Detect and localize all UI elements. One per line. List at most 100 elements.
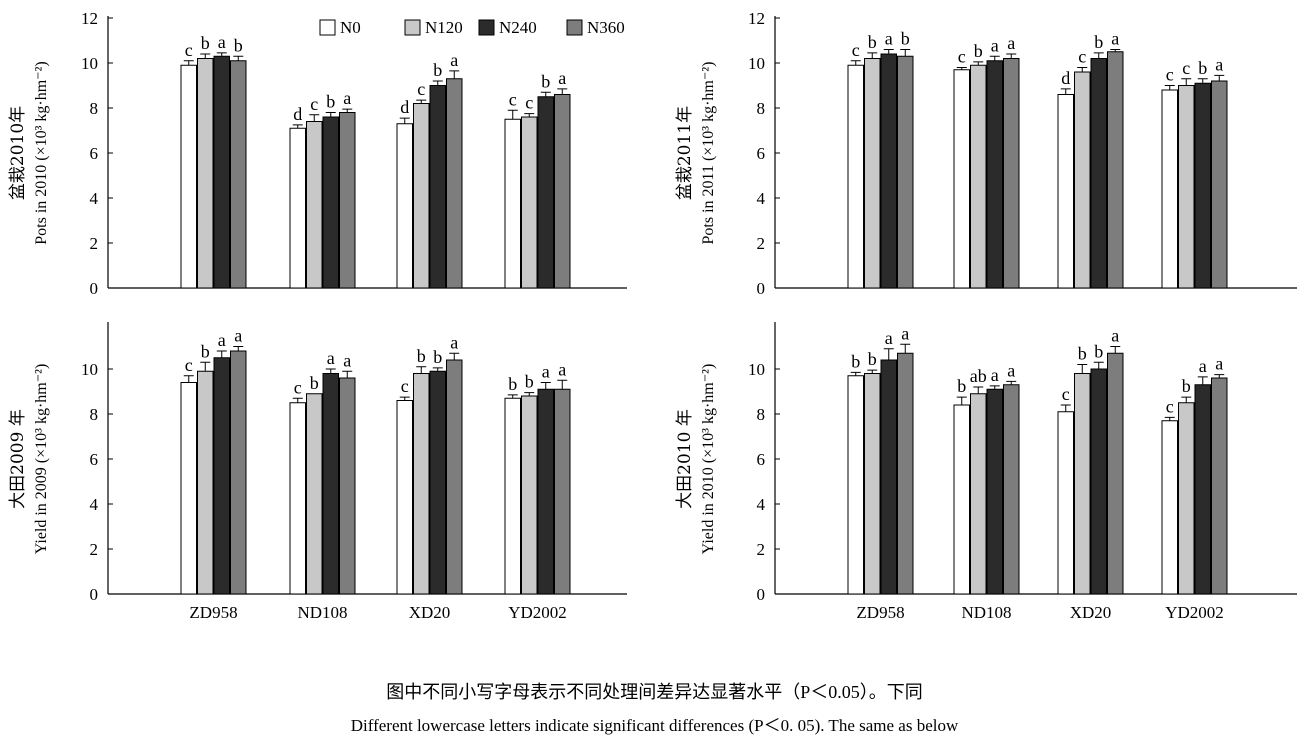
y-tick-label: 0 [90,585,99,604]
significance-letter: b [974,41,983,61]
y-tick-label: 8 [757,405,766,424]
bar-N0-ZD958 [847,64,864,289]
x-tick-label-ND108: ND108 [961,603,1011,622]
bar-N120-XD20 [1074,71,1091,289]
significance-letter: a [1215,354,1223,374]
significance-letter: c [294,377,302,397]
significance-letter: c [185,355,193,375]
significance-letter: a [901,323,909,343]
significance-letter: c [417,79,425,99]
y-axis-label-cn: 大田2009 年 [8,409,28,509]
significance-letter: a [234,326,242,346]
significance-letter: a [1215,54,1223,74]
bar-N240-ZD958 [880,359,897,595]
y-axis-label-cn: 盆栽2010年 [8,106,28,200]
bar-N240-YD2002 [537,388,554,595]
significance-letter: a [450,50,458,70]
significance-letter: b [201,33,210,53]
significance-letter: c [1078,47,1086,67]
y-tick-label: 12 [81,9,98,28]
chart-panel-1: 0 2 4 6 8 10 12 盆栽2010年 Pots in 2010 (×10³ kg·hm… [8,9,627,298]
significance-letter: b [417,346,426,366]
y-tick-label: 6 [757,450,766,469]
y-tick-label: 10 [748,360,765,379]
bar-N240-ND108 [322,116,339,289]
x-tick-label-YD2002: YD2002 [508,603,567,622]
y-tick-label: 4 [757,189,766,208]
y-tick-label: 2 [757,540,766,559]
significance-letter: a [218,330,226,350]
bar-N360-ND108 [339,377,356,595]
significance-letter: b [310,373,319,393]
significance-letter: d [293,104,302,124]
significance-letter: c [401,376,409,396]
bar-N0-YD2002 [504,118,521,289]
y-tick-label: 10 [81,54,98,73]
significance-letter: b [957,376,966,396]
bar-N240-ND108 [986,60,1003,289]
significance-letter: a [343,88,351,108]
x-tick-label-ND108: ND108 [297,603,347,622]
significance-letter: b [234,35,243,55]
bar-N0-ZD958 [180,382,197,595]
x-tick-label-XD20: XD20 [1070,603,1112,622]
y-axis-label-en: Pots in 2011 (×10³ kg·hm⁻²) [700,62,717,245]
significance-letter: ab [970,366,987,386]
legend-label-N0: N0 [340,18,361,37]
significance-letter: b [541,71,550,91]
significance-letter: b [868,32,877,52]
significance-letter: a [450,332,458,352]
y-tick-label: 0 [757,585,766,604]
x-tick-label-YD2002: YD2002 [1165,603,1224,622]
legend-label-N240: N240 [499,18,537,37]
significance-letter: a [542,362,550,382]
legend-label-N360: N360 [587,18,625,37]
bar-N120-ZD958 [864,58,881,289]
legend-label-N120: N120 [425,18,463,37]
significance-letter: b [1094,32,1103,52]
y-tick-label: 2 [757,234,766,253]
significance-letter: b [901,29,910,49]
y-tick-label: 6 [90,450,99,469]
y-tick-label: 10 [748,54,765,73]
x-tick-label-ZD958: ZD958 [856,603,904,622]
bar-N240-XD20 [429,85,446,289]
significance-letter: c [958,47,966,67]
legend-swatch-N240 [478,19,495,36]
significance-letter: a [991,35,999,55]
significance-letter: a [558,68,566,88]
bar-N120-ND108 [306,393,323,595]
bar-N360-ND108 [1003,384,1020,595]
chart-figure: 0 2 4 6 8 10 12 盆栽2010年 Pots in 2010 (×10³ kg·hm… [8,9,1297,622]
y-axis-label-en: Yield in 2009 (×10³ kg·hm⁻²) [33,364,50,555]
bar-N240-ZD958 [880,53,897,289]
significance-letter: a [991,365,999,385]
bar-N360-ZD958 [897,55,914,289]
significance-letter: a [327,348,335,368]
significance-letter: b [851,351,860,371]
bar-N360-XD20 [446,78,463,289]
bar-N120-ND108 [970,393,987,595]
bar-N360-YD2002 [1211,80,1228,289]
significance-letter: c [1182,58,1190,78]
caption-english: Different lowercase letters indicate sig… [350,716,959,735]
y-tick-label: 2 [90,540,99,559]
significance-letter: c [1062,384,1070,404]
y-tick-label: 2 [90,234,99,253]
significance-letter: c [852,40,860,60]
bar-N240-XD20 [429,370,446,595]
legend-swatch-N120 [404,19,421,36]
significance-letter: a [1111,29,1119,49]
bar-N240-ZD958 [213,55,230,289]
chart-panel-4: 0 2 4 6 8 10 大田2010 年 Yield in 2010 (×10³ kg·hm… [675,322,1297,622]
bar-N0-ND108 [289,402,306,595]
significance-letter: b [1198,58,1207,78]
significance-letter: b [525,372,534,392]
y-axis-label-cn: 大田2010 年 [675,409,695,509]
y-tick-label: 4 [90,495,99,514]
significance-letter: b [868,349,877,369]
y-axis-label-cn: 盆栽2011年 [675,106,695,200]
significance-letter: b [326,92,335,112]
significance-letter: b [1094,341,1103,361]
chart-panel-3: 0 2 4 6 8 10 大田2009 年 Yield in 2009 (×10³ kg·hm… [8,322,627,622]
